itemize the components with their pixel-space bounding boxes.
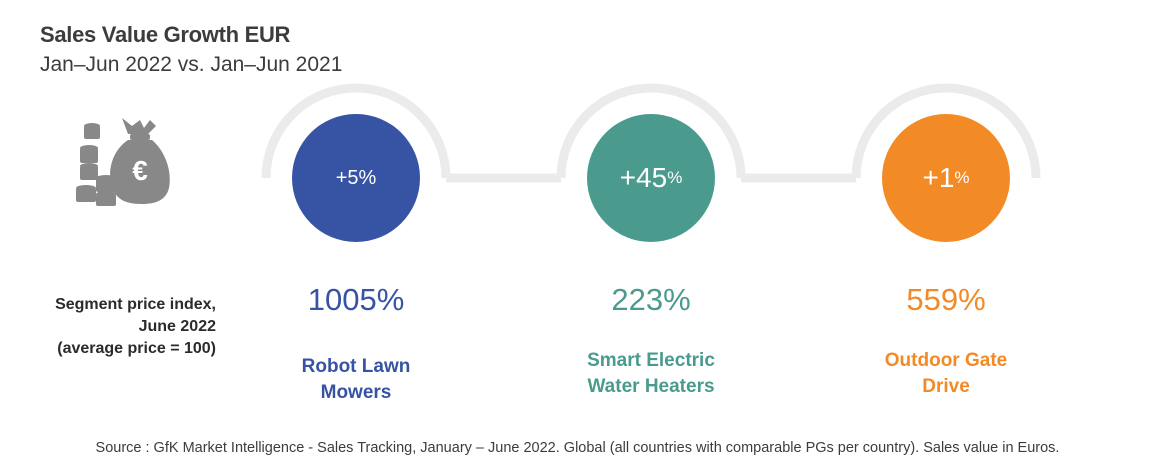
growth-value-label: +5 (335, 166, 359, 189)
growth-bubble-gate: +1% (882, 114, 1010, 242)
price-index-value-robot: 1005% (307, 282, 405, 317)
growth-value-label: +45 (619, 162, 668, 193)
product-name-heater: Smart Electric Water Heaters (587, 350, 715, 397)
money-bag-euro-icon: € (70, 112, 175, 212)
chart-title: Sales Value Growth EUR (40, 22, 291, 47)
price-index-value-heater: 223% (611, 282, 691, 317)
segment-price-index-label: Segment price index, June 2022 (average … (55, 296, 216, 357)
product-name-robot: Robot Lawn Mowers (301, 356, 411, 403)
svg-text:€: € (132, 155, 148, 186)
price-index-value-gate: 559% (906, 282, 986, 317)
chart-subtitle: Jan–Jun 2022 vs. Jan–Jun 2021 (40, 53, 343, 76)
growth-bubble-heater: +45% (587, 114, 715, 242)
growth-bubble-robot: +5% (292, 114, 420, 242)
arc-connector-path (261, 83, 1041, 183)
product-name-gate: Outdoor Gate Drive (884, 350, 1008, 397)
source-note: Source : GfK Market Intelligence - Sales… (95, 440, 1060, 456)
growth-unit-label: % (954, 168, 970, 187)
growth-value-label: +1 (922, 162, 955, 193)
growth-unit-label: % (667, 168, 683, 187)
growth-unit-label: % (358, 166, 377, 189)
